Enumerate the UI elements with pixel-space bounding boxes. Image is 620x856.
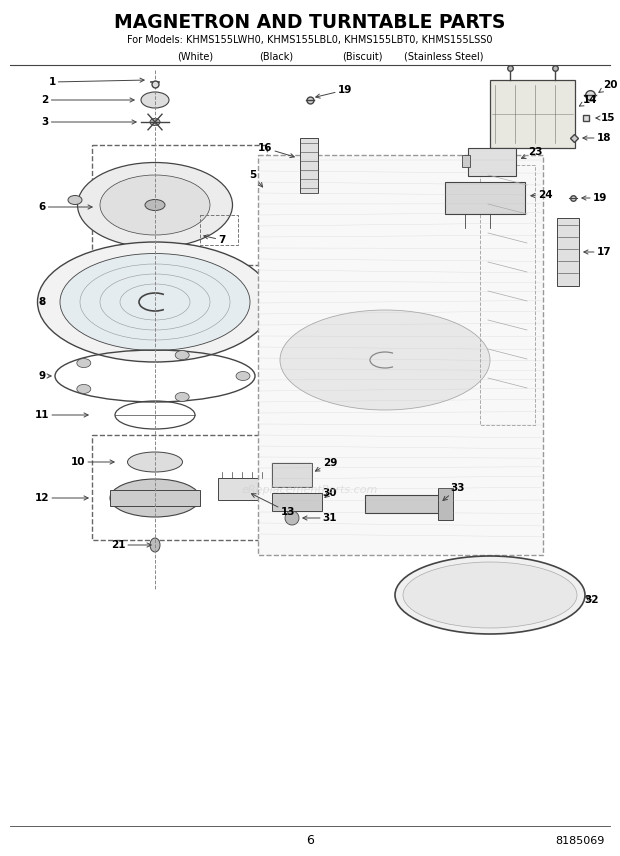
Bar	[272, 463, 312, 487]
Bar	[300, 138, 318, 193]
Text: 31: 31	[303, 513, 337, 523]
Bar	[490, 80, 575, 148]
Text: 15: 15	[596, 113, 615, 123]
Text: (White): (White)	[177, 51, 213, 61]
Text: 23: 23	[521, 147, 542, 158]
Bar	[480, 165, 535, 425]
Text: 9: 9	[38, 371, 51, 381]
Text: 21: 21	[111, 540, 151, 550]
Ellipse shape	[78, 163, 232, 247]
Text: 6: 6	[306, 835, 314, 847]
Text: 16: 16	[258, 143, 294, 158]
Text: 8185069: 8185069	[556, 836, 605, 846]
Ellipse shape	[175, 351, 189, 360]
Text: 17: 17	[584, 247, 611, 257]
Ellipse shape	[77, 359, 91, 367]
Text: 8: 8	[38, 297, 46, 307]
Bar	[462, 155, 470, 167]
Text: MAGNETRON AND TURNTABLE PARTS: MAGNETRON AND TURNTABLE PARTS	[114, 13, 506, 32]
Ellipse shape	[60, 253, 250, 350]
Bar	[468, 148, 516, 176]
Ellipse shape	[141, 92, 169, 108]
Ellipse shape	[150, 538, 160, 552]
Ellipse shape	[68, 195, 82, 205]
Ellipse shape	[110, 479, 200, 517]
Text: 10: 10	[71, 457, 114, 467]
Ellipse shape	[100, 175, 210, 235]
Ellipse shape	[150, 118, 160, 126]
Bar	[438, 488, 453, 520]
Text: 24: 24	[531, 190, 552, 200]
Text: 30: 30	[323, 488, 337, 498]
Text: (Black): (Black)	[259, 51, 293, 61]
Bar	[272, 463, 312, 487]
Bar	[110, 490, 200, 506]
Ellipse shape	[145, 199, 165, 211]
Text: (Stainless Steel): (Stainless Steel)	[404, 51, 483, 61]
Text: 7: 7	[204, 235, 226, 245]
Text: 14: 14	[579, 95, 597, 106]
Bar	[92, 145, 267, 265]
Text: 19: 19	[582, 193, 607, 203]
Text: 20: 20	[599, 80, 618, 92]
Bar	[218, 478, 273, 500]
Text: 2: 2	[42, 95, 134, 105]
Circle shape	[285, 511, 299, 525]
Bar	[365, 495, 440, 513]
Bar	[258, 155, 543, 555]
Text: eReplacementParts.com: eReplacementParts.com	[242, 485, 378, 495]
Text: 19: 19	[316, 85, 352, 98]
Bar	[92, 435, 267, 540]
Ellipse shape	[395, 556, 585, 634]
Ellipse shape	[37, 242, 273, 362]
Bar	[272, 493, 322, 511]
Ellipse shape	[128, 452, 182, 472]
Ellipse shape	[280, 310, 490, 410]
Ellipse shape	[175, 392, 189, 401]
Text: 29: 29	[316, 458, 337, 471]
Text: 5: 5	[249, 170, 263, 187]
Text: For Models: KHMS155LWH0, KHMS155LBL0, KHMS155LBT0, KHMS155LSS0: For Models: KHMS155LWH0, KHMS155LBL0, KH…	[127, 35, 493, 45]
Text: (Biscuit): (Biscuit)	[342, 51, 383, 61]
Text: 13: 13	[252, 494, 295, 517]
Ellipse shape	[403, 562, 577, 628]
Text: 32: 32	[585, 595, 600, 605]
Text: 12: 12	[35, 493, 88, 503]
Text: 33: 33	[443, 483, 465, 501]
Ellipse shape	[236, 372, 250, 381]
Text: 18: 18	[583, 133, 611, 143]
Bar	[200, 215, 238, 245]
Text: 6: 6	[38, 202, 92, 212]
Bar	[445, 182, 525, 214]
Text: 1: 1	[48, 77, 144, 87]
Text: 11: 11	[35, 410, 88, 420]
Text: 3: 3	[42, 117, 136, 127]
Bar	[557, 218, 579, 286]
Ellipse shape	[77, 384, 91, 394]
